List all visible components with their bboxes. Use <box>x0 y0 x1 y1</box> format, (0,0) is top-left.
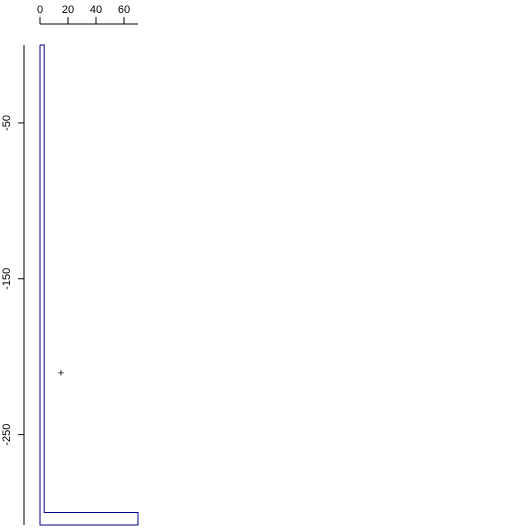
y-tick-label: -50 <box>1 115 13 131</box>
y-tick-label: -150 <box>1 268 13 290</box>
x-tick-label: 60 <box>118 4 130 16</box>
x-tick-label: 0 <box>37 4 43 16</box>
x-axis: 0 20 40 60 <box>37 4 138 25</box>
series-layer <box>39 44 139 526</box>
x-tick-label: 20 <box>62 4 74 16</box>
marker-layer: + <box>58 367 64 379</box>
y-tick-label: -250 <box>1 424 13 446</box>
point-marker: + <box>58 367 64 379</box>
series-outline <box>39 44 139 526</box>
y-axis: -50 -150 -250 <box>1 45 25 525</box>
x-tick-label: 40 <box>90 4 102 16</box>
